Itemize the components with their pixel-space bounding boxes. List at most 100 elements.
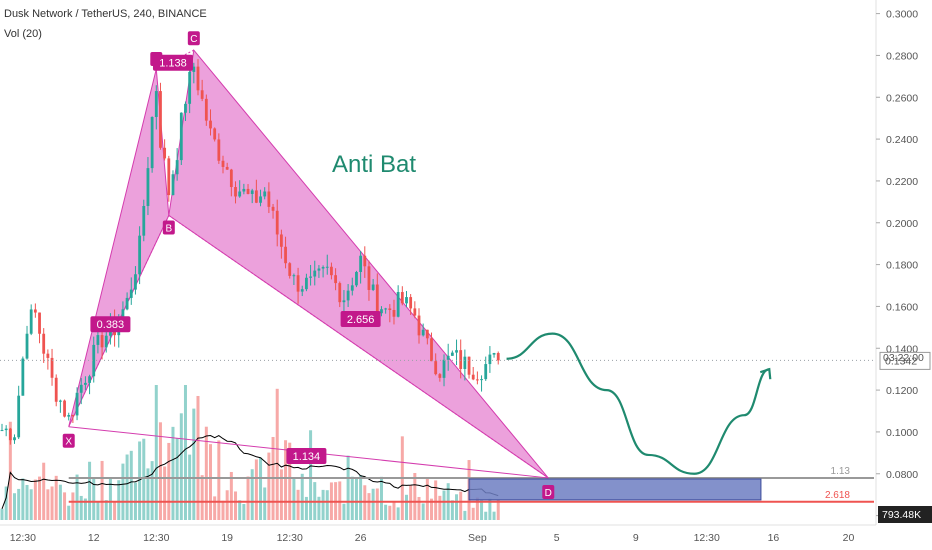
time-tick-label: 26 (355, 532, 367, 544)
volume-bar (292, 478, 296, 520)
time-tick-label: 20 (843, 532, 855, 544)
candle-body (84, 382, 87, 385)
candle-body (25, 333, 29, 359)
candle-body (480, 379, 483, 381)
volume-bar (13, 493, 17, 520)
candle-body (292, 275, 296, 277)
candle-body (192, 66, 196, 72)
price-tick-label: 0.1200 (886, 385, 918, 397)
pattern-ratio-badge (152, 54, 193, 71)
volume-bar (158, 422, 162, 520)
time-tick-label: 19 (221, 532, 233, 544)
candle-body (29, 309, 33, 334)
candle-body (246, 188, 250, 194)
volume-bar (455, 494, 459, 520)
volume-bar (209, 444, 212, 520)
volume-bar (475, 497, 479, 520)
target-zone[interactable] (468, 478, 762, 501)
price-tick-label: 0.0800 (886, 469, 918, 481)
volume-bar (250, 469, 254, 520)
volume-bar (129, 450, 133, 520)
candle-body (50, 357, 54, 378)
price-tick-label: 0.1800 (886, 260, 918, 272)
price-tick-label: 0.2200 (886, 176, 918, 188)
volume-bar (367, 493, 371, 520)
candle-body (63, 400, 66, 417)
volume-bar (213, 496, 217, 520)
candle-body (125, 297, 129, 310)
last-volume-tag (878, 506, 932, 523)
bar-countdown: 03:22:00 (883, 352, 924, 364)
candle-body (42, 333, 46, 354)
volume-bar (100, 460, 104, 520)
candle-body (275, 210, 279, 235)
candle-body (184, 103, 187, 113)
candle-body (296, 275, 300, 292)
candle-body (121, 309, 125, 322)
volume-bar (154, 385, 158, 520)
volume-bar (108, 478, 112, 520)
candle-body (267, 191, 271, 207)
candle-body (96, 335, 100, 345)
pattern-point-label: B (165, 223, 172, 234)
time-tick-label: 5 (554, 532, 560, 544)
volume-bar (304, 496, 308, 520)
volume-bar (17, 488, 21, 520)
pattern-bd-dotted (168, 215, 549, 479)
volume-bar (438, 495, 442, 520)
candle-body (417, 315, 421, 336)
volume-bar (179, 413, 183, 520)
candle-body (58, 400, 62, 402)
price-tick-label: 0.2400 (886, 134, 918, 146)
time-tick-label: 9 (633, 532, 639, 544)
volume-ma-line (1, 434, 499, 509)
pattern-point-label: D (545, 488, 552, 499)
pattern-point-badge (62, 433, 75, 448)
pattern-point-badge (162, 220, 175, 235)
target-zone-rect[interactable] (468, 478, 762, 501)
time-tick-label: 12:30 (694, 532, 720, 544)
pattern-ratio-label: 1.138 (159, 58, 187, 70)
volume-bar (125, 454, 129, 520)
fib-level-label: 1.13 (831, 466, 851, 477)
candle-body (438, 374, 442, 378)
projection-arrowhead (759, 367, 772, 380)
volume-bar (146, 468, 150, 520)
candle-body (492, 353, 496, 355)
candle-body (259, 196, 262, 203)
candle-body (142, 205, 146, 236)
candle-body (138, 235, 142, 275)
volume-bar (38, 476, 42, 520)
candle-body (392, 309, 396, 317)
candle-body (159, 91, 162, 148)
candle-body (4, 428, 8, 431)
volume-bar (104, 500, 108, 520)
volume-bar (309, 430, 313, 520)
volume-bar (254, 459, 258, 520)
volume-bar (442, 490, 446, 520)
volume-bar (71, 492, 75, 520)
time-axis[interactable]: 12:30 12 12:30 19 12:30 26 Sep 5 9 12:30 16 20 (0, 524, 876, 544)
candle-body (167, 158, 171, 196)
volume-bar (229, 471, 233, 520)
volume-bar (33, 479, 37, 520)
pattern-name-annotation: Anti Bat (332, 151, 416, 178)
volume-bar (0, 508, 4, 520)
volume-bar (117, 480, 121, 520)
volume-bar (296, 489, 300, 520)
candle-body (209, 120, 212, 129)
last-volume-value: 793.48K (882, 509, 921, 521)
candle-body (67, 415, 71, 417)
candle-body (346, 290, 350, 301)
time-tick-label: 12 (88, 532, 100, 544)
fib-levels: 1.13 2.618 (68, 466, 874, 503)
volume-bar (4, 486, 8, 520)
pattern-ratio-badge (286, 447, 327, 464)
candle-body (79, 384, 83, 393)
candle-body (363, 255, 367, 267)
candle-body (405, 297, 408, 304)
volume-bar (46, 489, 50, 520)
candle-body (463, 356, 467, 369)
